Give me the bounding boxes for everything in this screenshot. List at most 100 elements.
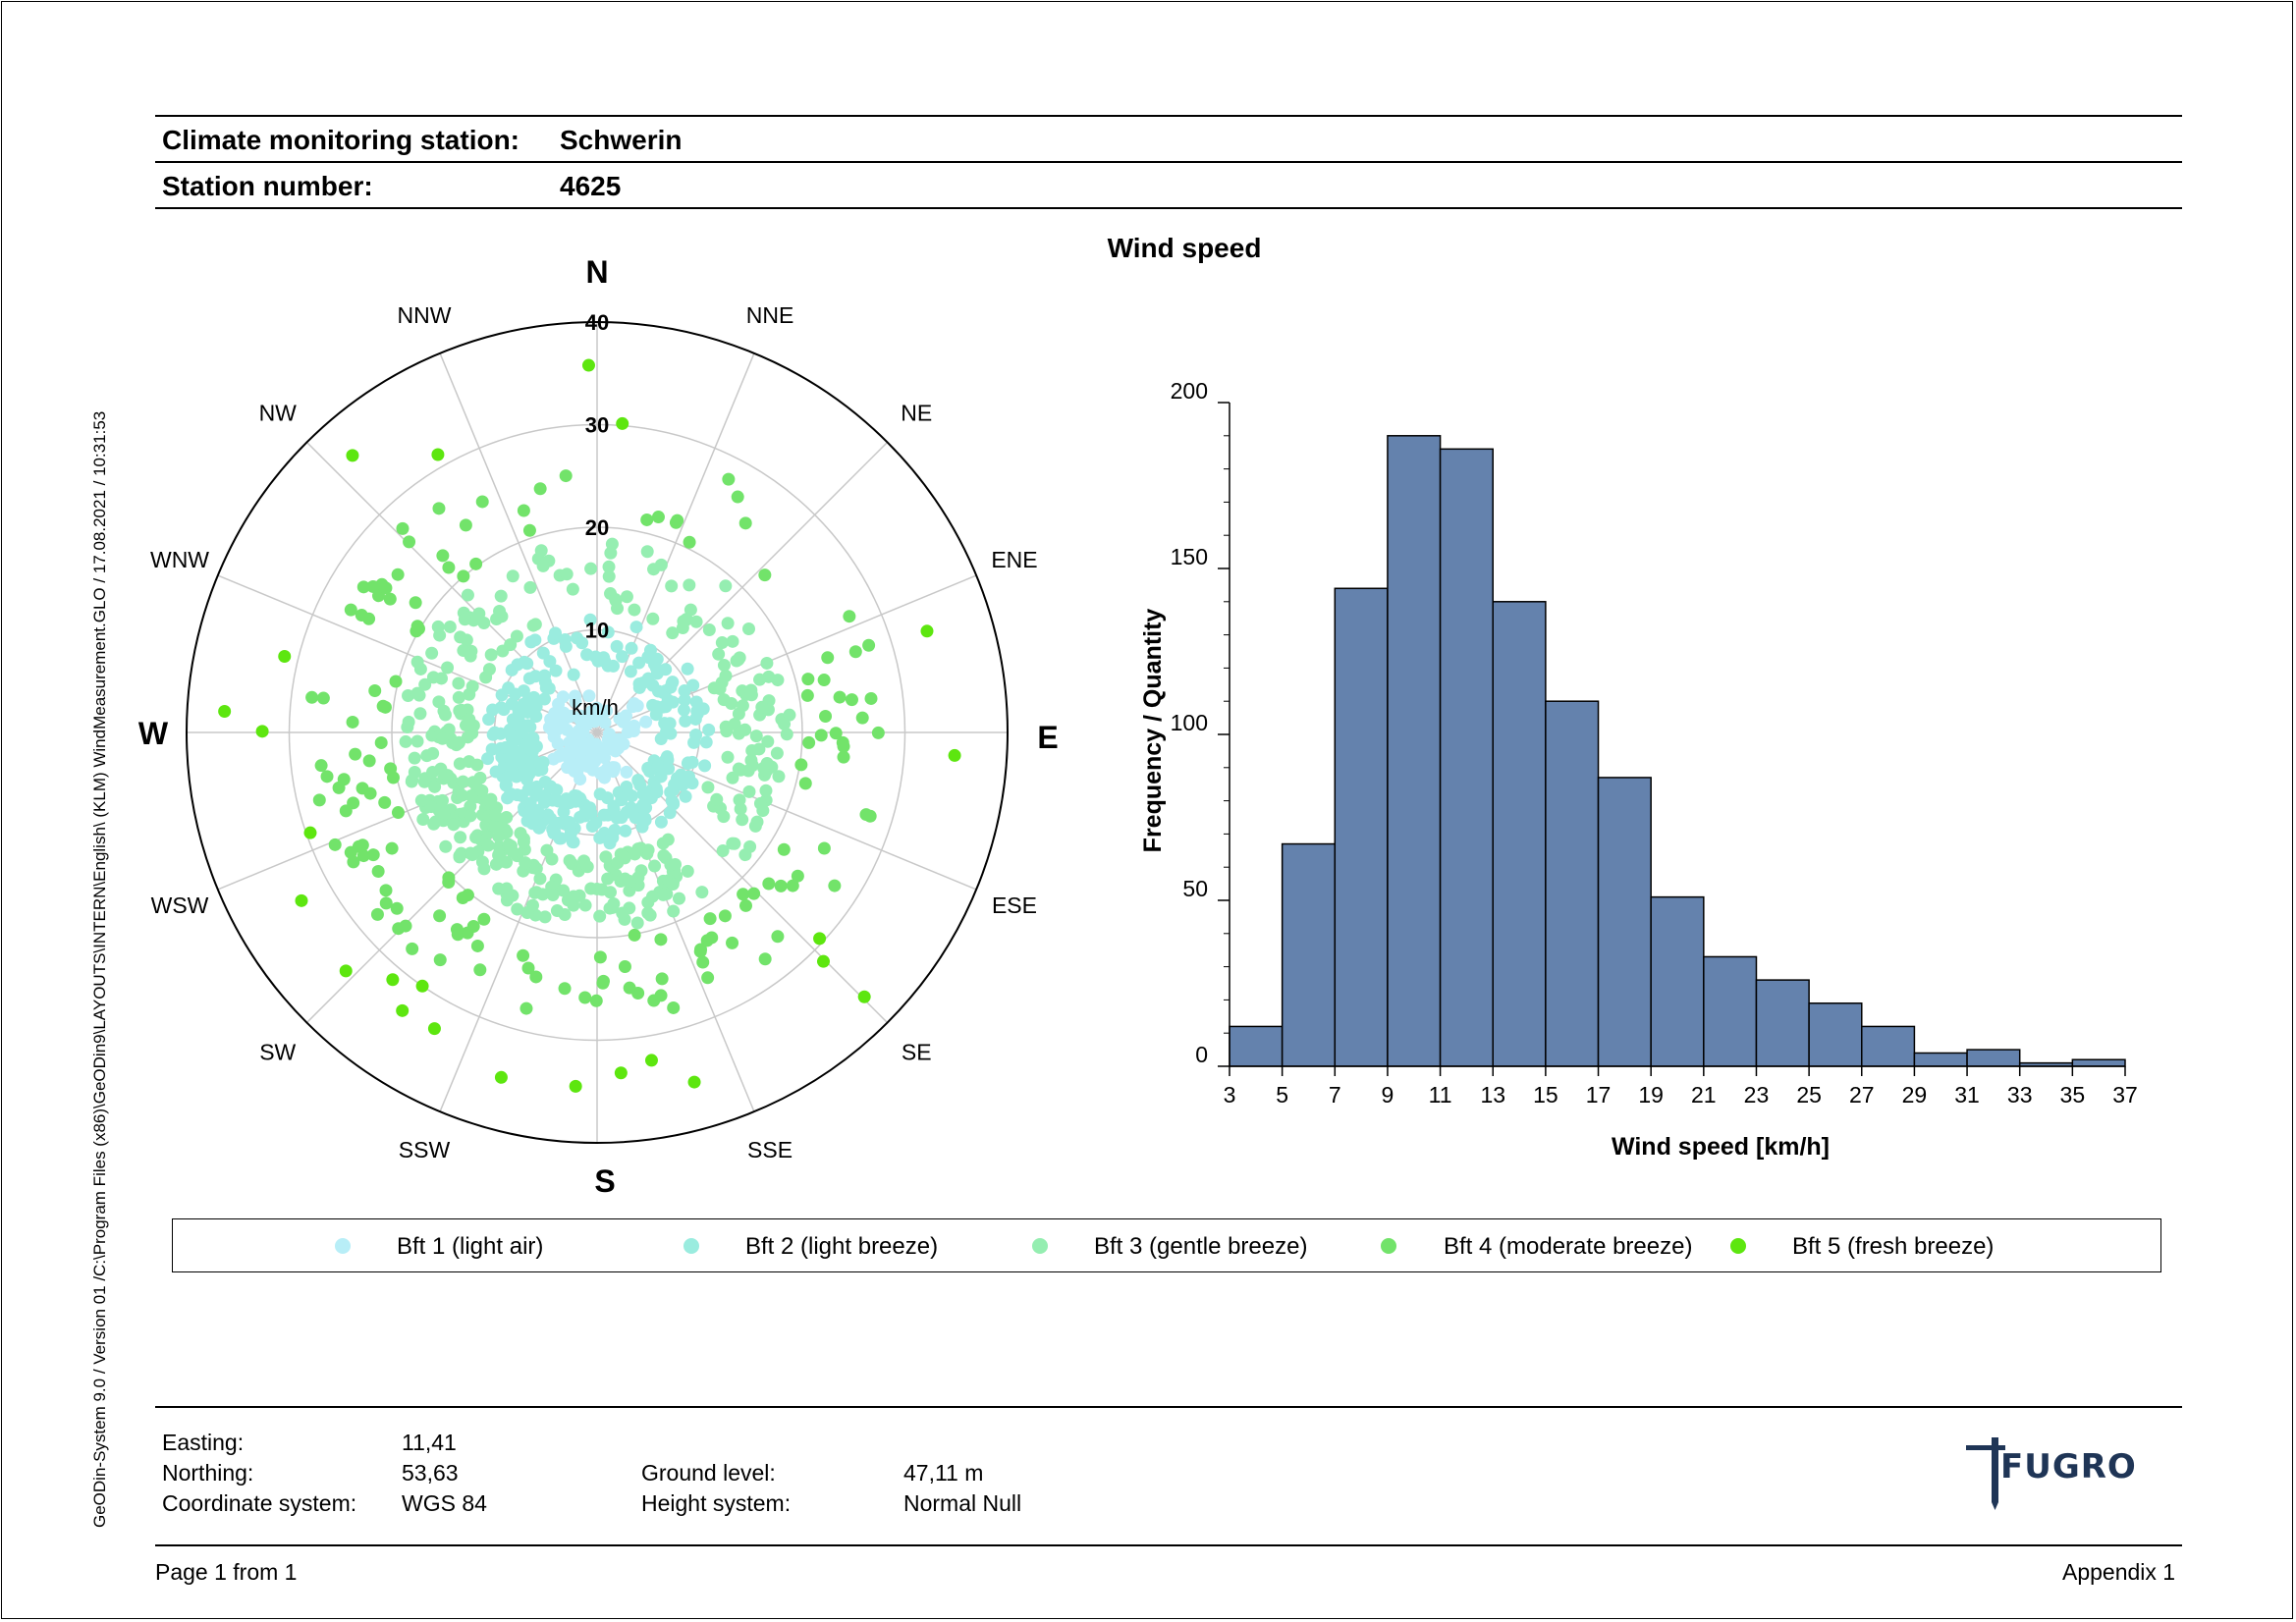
wind-point xyxy=(660,750,674,764)
wind-point xyxy=(584,562,598,575)
wind-point xyxy=(631,773,645,786)
wind-point xyxy=(717,810,731,824)
wind-point xyxy=(778,717,792,730)
wind-point xyxy=(580,860,594,874)
wind-point xyxy=(564,827,577,840)
wind-point xyxy=(855,711,869,725)
wind-point xyxy=(536,646,550,660)
direction-wsw: WSW xyxy=(151,892,209,918)
wind-point xyxy=(611,856,625,870)
wind-point xyxy=(689,695,703,709)
wind-point xyxy=(696,955,710,969)
wind-point xyxy=(712,647,726,661)
wind-point xyxy=(450,923,464,937)
wind-point xyxy=(733,793,746,807)
wind-point xyxy=(745,759,759,773)
wind-point xyxy=(514,827,527,840)
histogram-bar xyxy=(1439,448,1494,1067)
wind-point xyxy=(366,848,380,862)
station-number-label: Station number: xyxy=(162,171,373,201)
wind-point xyxy=(506,845,519,859)
wind-point xyxy=(719,669,733,682)
wind-point xyxy=(801,673,815,686)
footer-bottom-rule xyxy=(155,1544,2182,1546)
station-label: Climate monitoring station: xyxy=(162,125,519,155)
wind-point xyxy=(312,793,326,807)
wind-point xyxy=(581,358,595,372)
x-tick-label: 23 xyxy=(1744,1082,1770,1108)
wind-point xyxy=(677,703,690,717)
wind-point xyxy=(690,704,704,718)
wind-point xyxy=(643,643,657,657)
wind-point xyxy=(665,676,679,690)
wind-point xyxy=(475,495,489,509)
wind-point xyxy=(563,816,576,830)
wind-point xyxy=(732,762,745,776)
wind-point xyxy=(859,808,873,822)
wind-point xyxy=(561,761,574,775)
wind-point xyxy=(519,856,532,870)
wind-point xyxy=(492,830,506,843)
wind-point xyxy=(477,616,491,629)
x-tick-label: 7 xyxy=(1329,1082,1341,1108)
wind-point xyxy=(557,884,571,897)
legend-label-bft-4: Bft 4 (moderate breeze) xyxy=(1444,1233,1693,1260)
wind-point xyxy=(644,1054,658,1067)
wind-point xyxy=(732,653,745,667)
wind-point xyxy=(780,728,793,741)
wind-point xyxy=(798,777,812,790)
wind-point xyxy=(502,681,516,695)
wind-point xyxy=(753,673,767,686)
wind-point xyxy=(427,1022,441,1036)
wind-point xyxy=(550,904,564,918)
wind-point xyxy=(588,755,602,769)
wind-point xyxy=(667,1000,681,1014)
histogram-bar xyxy=(1861,1025,1916,1067)
fugro-logo-text: FUGRO xyxy=(2000,1447,2137,1487)
x-tick-label: 21 xyxy=(1691,1082,1717,1108)
wind-point xyxy=(374,735,388,749)
wind-point xyxy=(452,690,465,704)
wind-point xyxy=(559,469,573,483)
wind-point xyxy=(538,669,552,682)
wind-point xyxy=(639,715,653,729)
northing-label: Northing: xyxy=(162,1460,254,1486)
wind-point xyxy=(538,910,552,924)
wind-point xyxy=(406,942,419,955)
wind-point xyxy=(517,948,530,962)
coordinate-system-label: Coordinate system: xyxy=(162,1490,357,1516)
wind-point xyxy=(527,693,541,707)
histogram-bar xyxy=(1808,1002,1863,1067)
wind-point xyxy=(814,729,828,742)
wind-point xyxy=(726,771,739,784)
direction-w: W xyxy=(138,716,169,751)
wind-point xyxy=(593,950,607,964)
histogram-bar xyxy=(2071,1058,2126,1067)
direction-ne: NE xyxy=(901,401,932,426)
histogram-bar xyxy=(1281,842,1337,1067)
spoke-6 xyxy=(596,731,889,1024)
wind-point xyxy=(583,613,597,626)
wind-point xyxy=(578,991,592,1004)
wind-point xyxy=(536,888,550,901)
wind-point xyxy=(836,735,849,749)
wind-point xyxy=(469,557,483,570)
wind-point xyxy=(484,648,498,662)
wind-point xyxy=(368,684,382,698)
wind-point xyxy=(596,976,610,990)
wind-point xyxy=(489,808,503,822)
wind-point xyxy=(305,690,319,704)
direction-sw: SW xyxy=(259,1039,296,1064)
wind-point xyxy=(314,759,328,773)
direction-ssw: SSW xyxy=(399,1137,451,1162)
height-system-label: Height system: xyxy=(641,1490,792,1516)
wind-point xyxy=(716,844,730,858)
wind-point xyxy=(654,558,668,571)
wind-point xyxy=(774,879,788,892)
wind-point xyxy=(833,690,847,704)
wind-point xyxy=(678,693,691,707)
wind-point xyxy=(666,626,680,640)
wind-point xyxy=(606,831,620,844)
wind-point xyxy=(845,693,858,707)
